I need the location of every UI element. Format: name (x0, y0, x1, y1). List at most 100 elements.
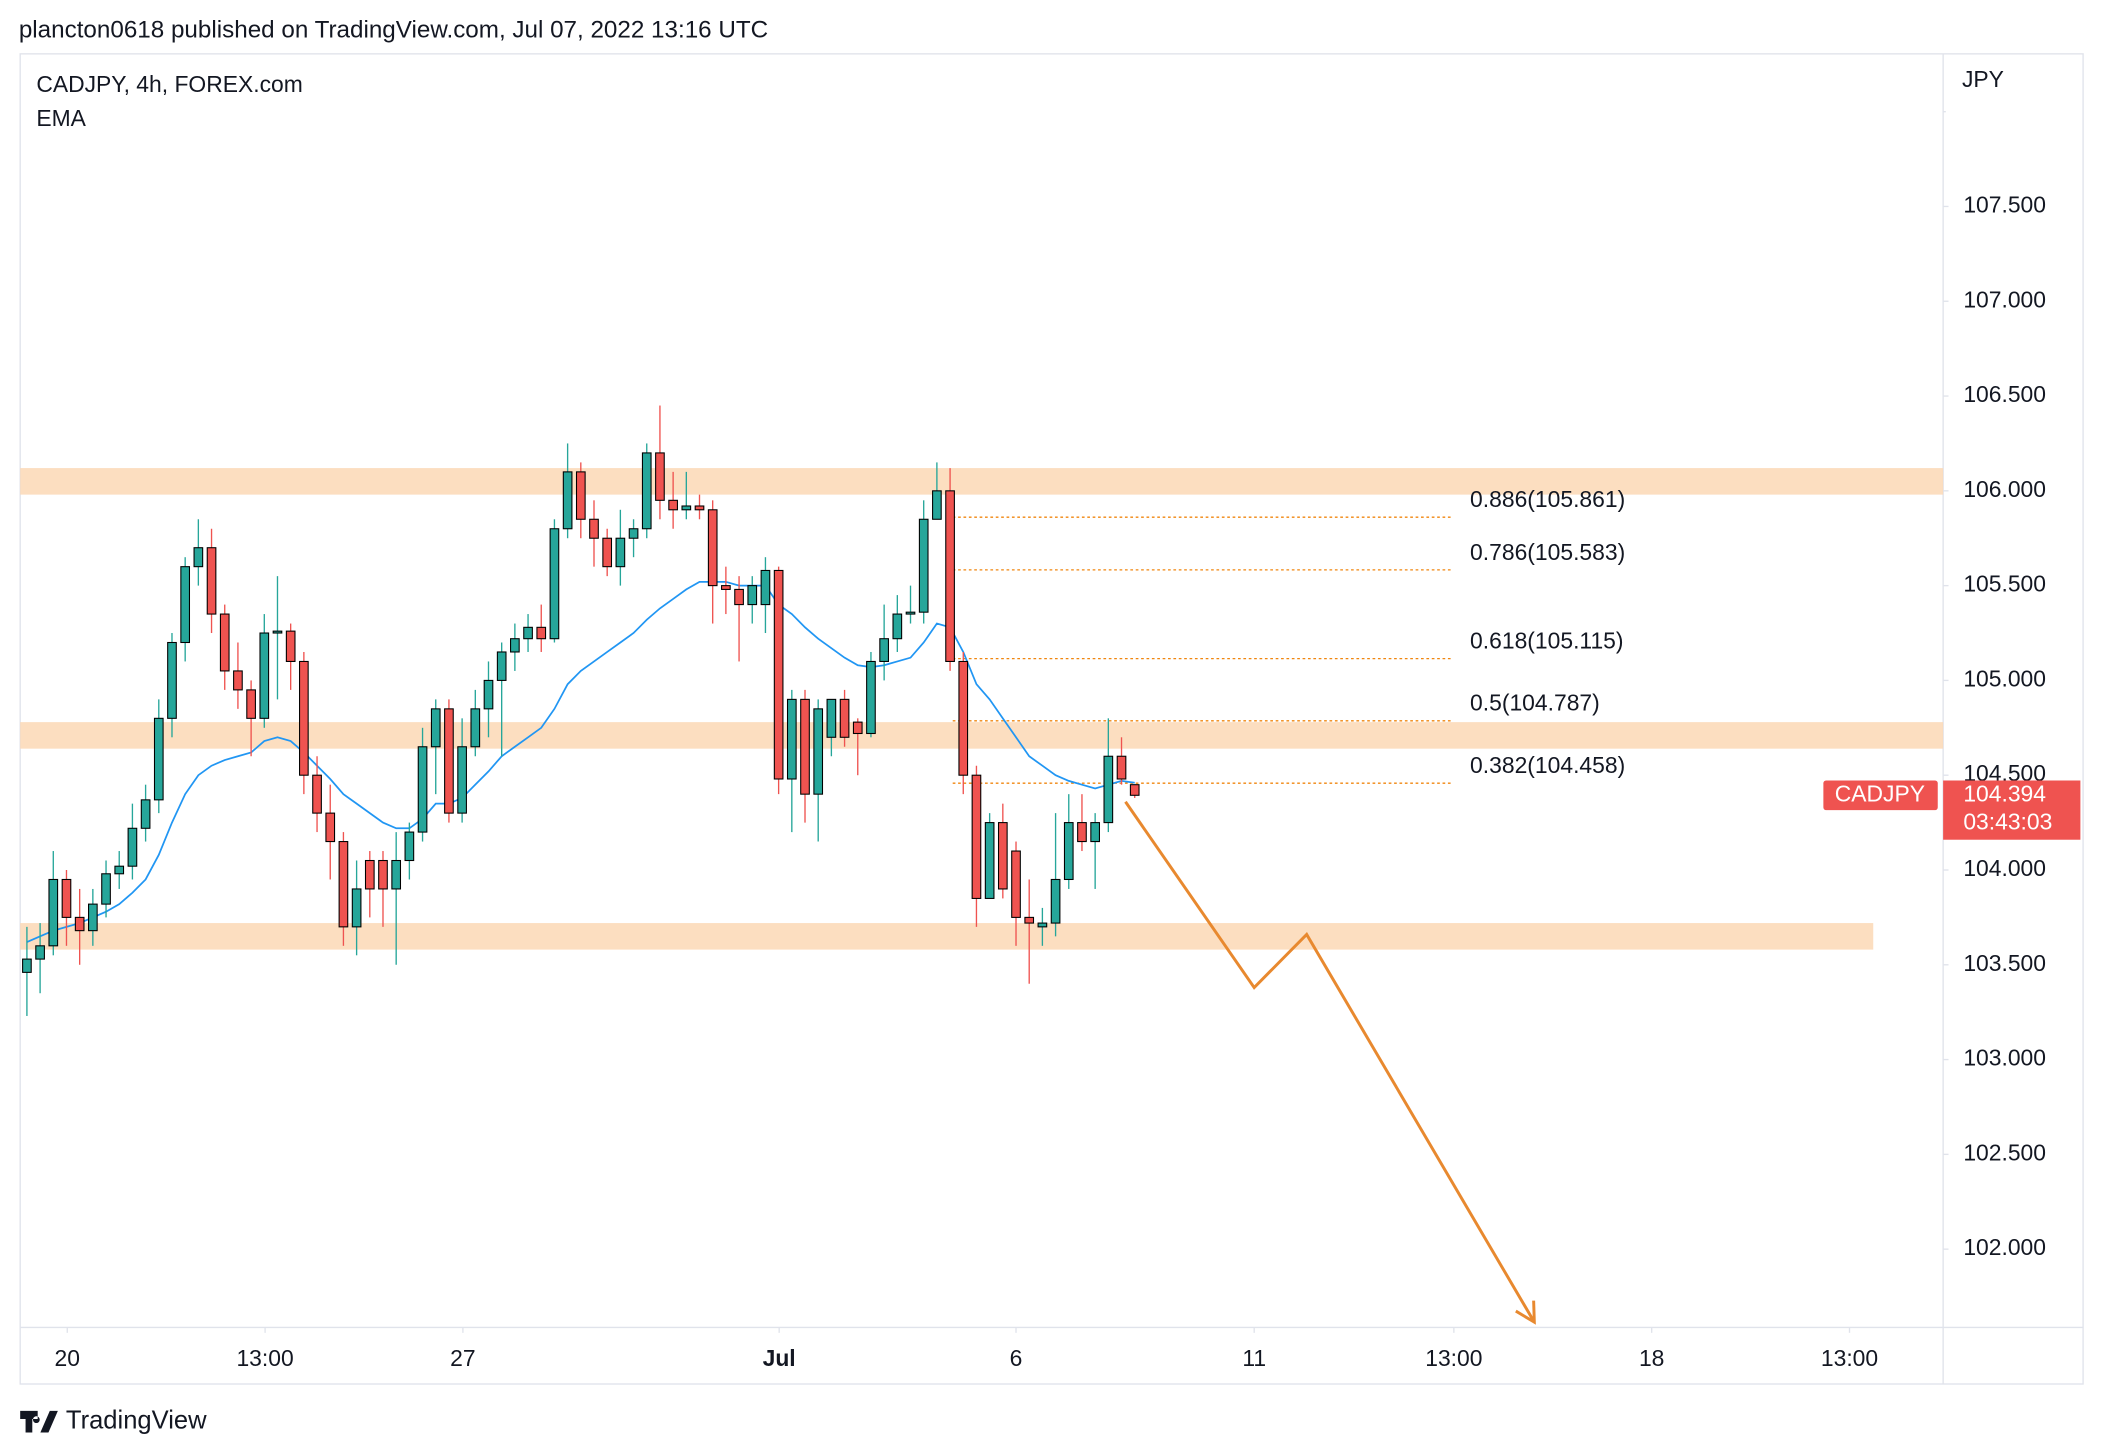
candle-body (140, 799, 151, 829)
candle-body (338, 841, 349, 928)
y-tick-label: 105.500 (1963, 571, 2046, 597)
candle-body (391, 859, 402, 890)
fib-label: 0.618(105.115) (1470, 627, 1623, 653)
candle-body (351, 888, 362, 928)
candle-body (496, 651, 507, 681)
x-tick-label: 13:00 (1821, 1345, 1878, 1371)
candle-body (866, 660, 876, 735)
chart-frame (19, 53, 2084, 1385)
candles (22, 405, 1140, 1016)
candle-body (272, 630, 283, 634)
candle-body (206, 547, 217, 615)
candle-body (1037, 922, 1048, 928)
candle-body (1116, 755, 1127, 780)
candle-body (457, 746, 467, 814)
candle-body (1103, 755, 1114, 824)
fib-label: 0.382(104.458) (1470, 752, 1625, 778)
x-tick-label: 11 (1242, 1345, 1266, 1371)
projection-path (1124, 800, 1536, 1323)
candle-body (800, 698, 810, 795)
candle-body (61, 878, 72, 918)
candle-body (747, 585, 758, 606)
candle-body (259, 632, 270, 719)
axis-label-bg (1945, 64, 2081, 122)
candle-body (312, 774, 322, 814)
candle-body (734, 588, 744, 606)
candle-body (417, 746, 428, 833)
zones (20, 468, 1944, 950)
x-tick-label: 27 (450, 1345, 475, 1371)
sr-zone (20, 722, 1944, 749)
candle-body (246, 689, 256, 719)
candle-body (1011, 850, 1021, 918)
candle-body (773, 569, 784, 780)
candle-body (615, 537, 626, 568)
currency-label: JPY (1962, 66, 2004, 92)
candle-body (721, 585, 731, 590)
candle-body (48, 878, 59, 947)
candle-body (22, 958, 32, 973)
projection (1124, 800, 1536, 1325)
candle-body (88, 903, 98, 932)
candle-body (523, 626, 533, 640)
candle-body (285, 630, 296, 662)
sr-zone (20, 923, 1874, 950)
candle-body (681, 505, 692, 511)
candle-body (641, 452, 652, 530)
fib-label: 0.5(104.787) (1470, 690, 1600, 716)
candle-body (918, 518, 929, 613)
y-tick-label: 103.000 (1963, 1045, 2046, 1071)
candle-body (1050, 878, 1061, 924)
candle-body (1024, 916, 1035, 924)
candle-body (180, 566, 191, 644)
candle-body (1063, 822, 1074, 881)
fib-retracement: 0.886(105.861) 0.786(105.583) 0.618(105.11… (952, 486, 1625, 784)
candle-body (430, 708, 441, 748)
candle-body (932, 490, 942, 520)
x-tick-label: 18 (1639, 1345, 1664, 1371)
publish-header: plancton0618 published on TradingView.co… (19, 16, 768, 43)
fib-label: 0.786(105.583) (1470, 539, 1625, 565)
candle-body (655, 452, 665, 501)
candle-body (879, 638, 889, 662)
y-tick-label: 102.500 (1963, 1139, 2046, 1165)
y-tick-label: 105.000 (1963, 665, 2046, 691)
candle-body (1129, 784, 1140, 796)
candle-body (378, 859, 388, 890)
candle-body (813, 708, 824, 795)
candle-body (826, 698, 837, 738)
candle-body (483, 679, 494, 710)
candle-body (325, 812, 336, 843)
candle-body (984, 822, 995, 899)
x-tick-label: 20 (55, 1345, 80, 1371)
price-tag-countdown: 03:43:03 (1963, 809, 2052, 835)
ema-line (26, 580, 1135, 943)
candle-body (575, 471, 586, 520)
price-tag-bg (1943, 780, 2081, 840)
candle-body (193, 547, 204, 568)
candle-body (101, 873, 111, 905)
candle-body (668, 499, 678, 511)
candle-body (404, 831, 415, 862)
candle-body (602, 537, 613, 568)
ema-layer (26, 580, 1135, 943)
candle-body (589, 518, 599, 539)
candle-body (839, 698, 850, 738)
candle-body (997, 822, 1008, 890)
candle-body (694, 505, 705, 511)
candle-body (562, 471, 573, 530)
candle-body (233, 670, 243, 691)
candle-body (444, 708, 454, 814)
candle-body (786, 698, 797, 780)
candle-body (114, 865, 125, 875)
candle-body (1090, 822, 1100, 843)
candle-body (536, 626, 547, 640)
candle-body (905, 611, 916, 615)
candle-body (945, 490, 955, 662)
x-tick-label: 13:00 (1425, 1345, 1482, 1371)
tradingview-logo (20, 1410, 58, 1433)
x-tick-label: 13:00 (236, 1345, 293, 1371)
candle-body (167, 641, 177, 719)
y-tick-label: 107.000 (1963, 286, 2046, 312)
